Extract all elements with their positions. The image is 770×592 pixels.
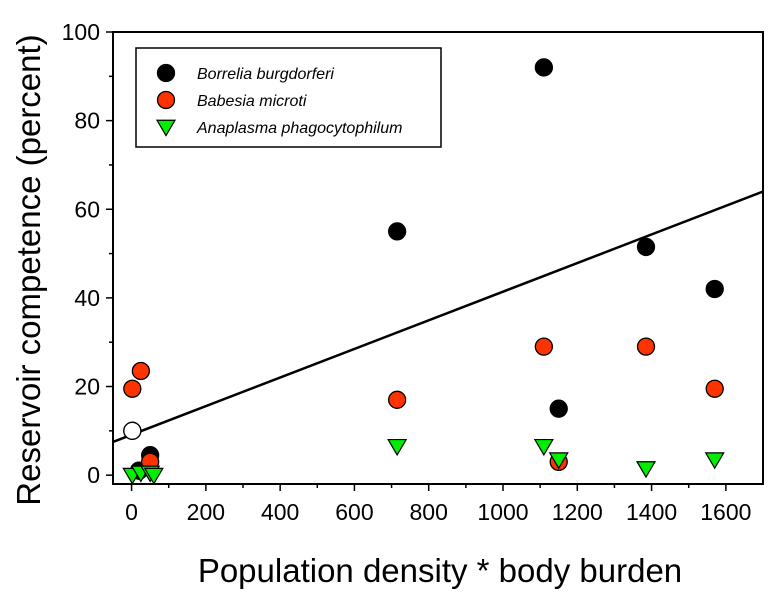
data-point	[533, 438, 554, 457]
data-point	[123, 379, 142, 398]
data-point	[549, 399, 568, 418]
x-axis-title: Population density * body burden	[198, 552, 682, 589]
plot-frame	[112, 31, 764, 485]
legend-label: Babesia microti	[197, 93, 307, 110]
y-axis-title: Reservoir competence (percent)	[10, 34, 47, 505]
y-tick-label: 60	[74, 196, 100, 222]
x-tick-label: 200	[187, 499, 225, 525]
data-point	[705, 379, 724, 398]
data-point	[143, 467, 164, 485]
legend-marker	[156, 63, 176, 83]
legend-label: Borrelia burgdorferi	[197, 66, 334, 83]
trend-layer	[112, 190, 764, 444]
data-point	[387, 390, 407, 409]
open-data-point	[123, 421, 142, 440]
x-tick-label: 1000	[477, 499, 528, 525]
data-point	[704, 452, 725, 470]
data-point	[387, 222, 407, 241]
data-point	[705, 279, 724, 299]
regression-line	[112, 190, 764, 444]
data-points	[122, 58, 725, 485]
x-tick-label: 600	[335, 499, 373, 525]
y-tick-label: 80	[74, 108, 100, 134]
legend-box	[135, 47, 442, 148]
legend-marker	[155, 119, 177, 137]
data-point	[635, 461, 657, 479]
data-point	[387, 438, 408, 457]
legend-marker	[156, 90, 176, 110]
data-point	[131, 361, 151, 381]
data-point	[636, 237, 656, 257]
x-tick-label: 0	[125, 499, 138, 525]
y-tick-label: 0	[87, 462, 100, 488]
data-point	[534, 58, 554, 77]
data-point	[548, 452, 569, 470]
x-tick-label: 1600	[700, 499, 751, 525]
y-tick-label: 40	[74, 285, 100, 311]
legend: Borrelia burgdorferi Babesia microti Anapl…	[135, 47, 442, 148]
y-tick-label: 20	[74, 374, 100, 400]
series-2	[122, 438, 725, 485]
x-tick-label: 800	[410, 499, 448, 525]
x-tick-label: 1200	[552, 499, 603, 525]
x-tick-label: 1400	[626, 499, 677, 525]
legend-label: Anaplasma phagocytophilum	[196, 120, 402, 137]
data-point	[636, 337, 656, 356]
data-point	[534, 337, 554, 356]
x-tick-label: 400	[261, 499, 299, 525]
y-tick-label: 100	[62, 19, 100, 45]
axis-ticks: 0 200 400 600 800 1000 1200 1400 1600 0 20 40 60 80 10…	[62, 19, 752, 525]
